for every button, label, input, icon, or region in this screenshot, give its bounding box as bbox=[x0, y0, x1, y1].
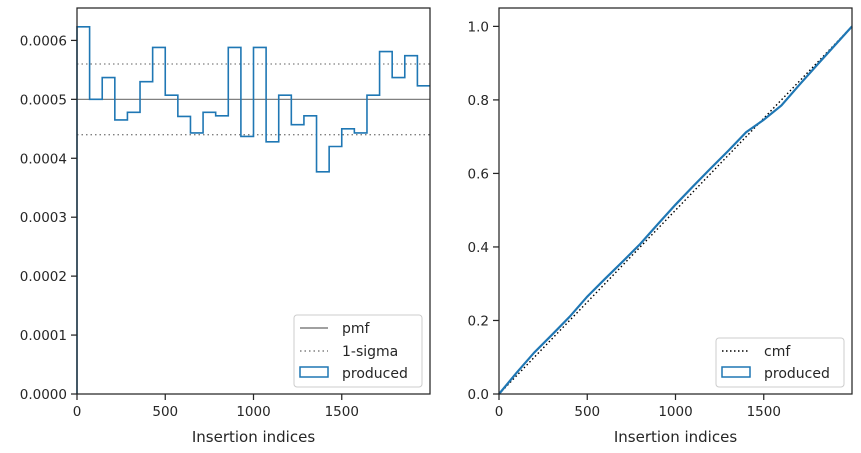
right-y-tick-label: 0.4 bbox=[468, 240, 489, 256]
left-legend-produced-swatch bbox=[299, 366, 329, 378]
left-chart-marks bbox=[76, 26, 430, 394]
right-y-axis: 0.0 0.2 0.4 0.6 0.8 1.0 bbox=[468, 19, 499, 403]
right-y-tick-label: 0.2 bbox=[468, 313, 489, 329]
produced-cumulative-line bbox=[498, 25, 853, 395]
right-x-axis-label: Insertion indices bbox=[614, 428, 737, 446]
left-y-tick-label: 0.0003 bbox=[20, 210, 67, 226]
left-y-tick-label: 0.0002 bbox=[20, 269, 67, 285]
right-x-tick-label: 0 bbox=[495, 404, 504, 420]
right-y-tick-label: 1.0 bbox=[468, 19, 489, 35]
left-y-tick-label: 0.0004 bbox=[20, 151, 67, 167]
right-y-tick-label: 0.6 bbox=[468, 166, 489, 182]
left-chart: 0 500 1000 1500 0.00000.00010.00020.00030.0… bbox=[20, 7, 431, 446]
left-x-tick-label: 1000 bbox=[236, 404, 270, 420]
cmf-line bbox=[498, 25, 853, 395]
left-y-tick-label: 0.0005 bbox=[20, 92, 67, 108]
left-legend-sigma-label: 1-sigma bbox=[342, 344, 398, 360]
right-chart: 0 500 1000 1500 0.0 0.2 0.4 0.6 0.8 1.0 Insertio… bbox=[468, 7, 853, 446]
right-y-tick-label: 0.8 bbox=[468, 93, 489, 109]
right-x-tick-label: 500 bbox=[574, 404, 600, 420]
produced-histogram bbox=[76, 26, 430, 394]
left-legend-pmf-label: pmf bbox=[342, 321, 371, 337]
left-y-tick-label: 0.0000 bbox=[20, 387, 67, 403]
right-legend-box bbox=[715, 337, 845, 388]
right-legend-produced-swatch bbox=[721, 366, 751, 378]
right-x-tick-label: 1000 bbox=[658, 404, 692, 420]
left-x-tick-label: 1500 bbox=[325, 404, 359, 420]
right-chart-marks bbox=[498, 25, 853, 395]
left-y-tick-label: 0.0001 bbox=[20, 328, 67, 344]
left-legend: pmf 1-sigma produced bbox=[293, 314, 423, 388]
left-y-axis: 0.0000 0.0001 0.0002 0.0003 0.0004 0.0005 0.00… bbox=[20, 33, 77, 403]
right-legend: cmf produced bbox=[715, 337, 845, 388]
left-x-tick-label: 500 bbox=[152, 404, 178, 420]
right-legend-cmf-label: cmf bbox=[764, 344, 791, 360]
right-legend-produced-label: produced bbox=[764, 366, 830, 382]
right-x-tick-label: 1500 bbox=[747, 404, 781, 420]
left-x-axis-label: Insertion indices bbox=[192, 428, 315, 446]
left-legend-produced-label: produced bbox=[342, 366, 408, 382]
left-x-axis: 0 500 1000 1500 bbox=[73, 394, 359, 420]
right-x-axis: 0 500 1000 1500 bbox=[495, 394, 781, 420]
left-legend-box bbox=[293, 314, 423, 388]
right-y-tick-label: 0.0 bbox=[468, 387, 489, 403]
left-y-tick-label: 0.0006 bbox=[20, 33, 67, 49]
left-x-tick-label: 0 bbox=[73, 404, 82, 420]
